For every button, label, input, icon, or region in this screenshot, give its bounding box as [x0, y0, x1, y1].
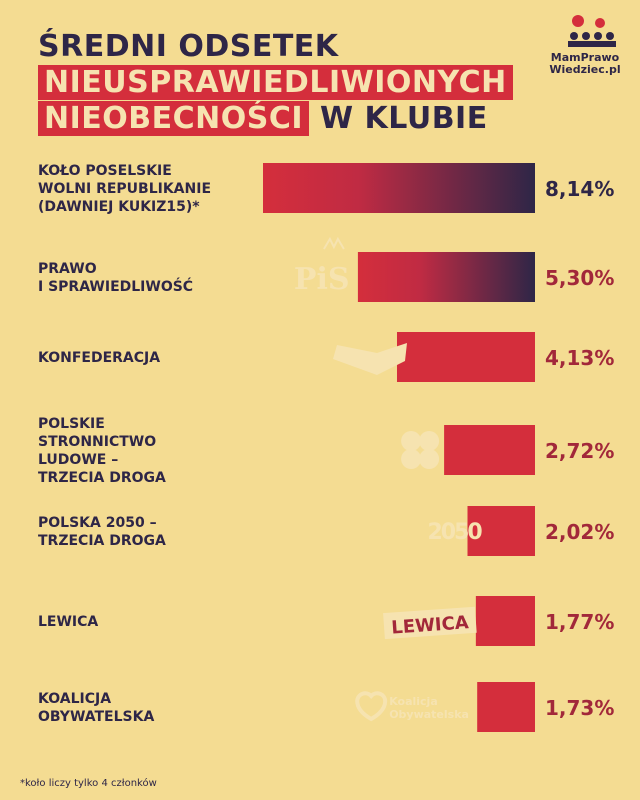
bar-3: [444, 425, 535, 475]
party-logo-text-4: 2050: [428, 520, 483, 545]
footnote: *koło liczy tylko 4 członków: [20, 778, 157, 789]
category-label-2-0: KONFEDERACJA: [38, 350, 160, 366]
category-label-0-2: (DAWNIEJ KUKIZ15)*: [38, 199, 200, 215]
value-label-6: 1,73%: [545, 696, 614, 720]
party-logo-bg-5: [383, 606, 477, 640]
category-label-0-0: KOŁO POSELSKIE: [38, 163, 172, 179]
konfederacja-eagle-icon: [332, 343, 407, 375]
bar-6: [477, 682, 535, 732]
bar-0: [263, 163, 535, 213]
value-label-2: 4,13%: [545, 346, 614, 370]
bar-2: [396, 332, 535, 382]
category-label-5-0: LEWICA: [38, 614, 98, 630]
value-label-1: 5,30%: [545, 266, 614, 290]
party-logo-text-1: PiS: [294, 262, 350, 297]
category-label-3-2: LUDOWE –: [38, 452, 118, 468]
clover-leaf-icon-2: [401, 449, 422, 469]
title-line-2: NIEUSPRAWIEDLIWIONYCH: [38, 65, 513, 100]
chart-title: ŚREDNI ODSETEK NIEUSPRAWIEDLIWIONYCH NIE…: [38, 30, 513, 138]
bar-4: [467, 506, 535, 556]
category-label-1-1: I SPRAWIEDLIWOŚĆ: [38, 277, 193, 295]
bar-5: [475, 596, 535, 646]
title-line-3-highlight: NIEOBECNOŚCI: [38, 101, 310, 136]
category-label-6-0: KOALICJA: [38, 691, 111, 707]
title-line-1: ŚREDNI ODSETEK: [38, 29, 339, 64]
clover-leaf-icon-0: [401, 431, 422, 451]
party-logo-text-6-0: Koalicja: [389, 695, 438, 708]
clover-leaf-icon-1: [419, 431, 440, 451]
party-logo-text-5: LEWICA: [391, 612, 470, 638]
people-speech-icon: [568, 15, 616, 47]
category-label-3-0: POLSKIE: [38, 416, 105, 432]
category-label-4-0: POLSKA 2050 –: [38, 515, 157, 531]
title-line-3-rest: W KLUBIE: [320, 101, 488, 136]
category-label-1-0: PRAWO: [38, 261, 97, 277]
heart-icon: [355, 691, 388, 722]
category-label-3-3: TRZECIA DROGA: [38, 470, 166, 486]
category-label-0-1: WOLNI REPUBLIKANIE: [38, 181, 211, 197]
brand-name-line1: MamPrawo: [550, 51, 620, 64]
clover-leaf-icon-3: [419, 449, 440, 469]
value-label-3: 2,72%: [545, 439, 614, 463]
value-label-5: 1,77%: [545, 610, 614, 634]
value-label-0: 8,14%: [545, 177, 614, 201]
brand-name-line2: Wiedziec.pl: [549, 63, 621, 76]
category-label-3-1: STRONNICTWO: [38, 434, 156, 450]
party-logo-text-6-1: Obywatelska: [389, 708, 469, 721]
brand-logo: MamPrawo Wiedziec.pl: [548, 14, 622, 76]
category-label-6-1: OBYWATELSKA: [38, 709, 154, 725]
eagle-crown-icon: [323, 236, 345, 250]
value-label-4: 2,02%: [545, 520, 614, 544]
category-label-4-1: TRZECIA DROGA: [38, 533, 166, 549]
bar-1: [357, 252, 535, 302]
